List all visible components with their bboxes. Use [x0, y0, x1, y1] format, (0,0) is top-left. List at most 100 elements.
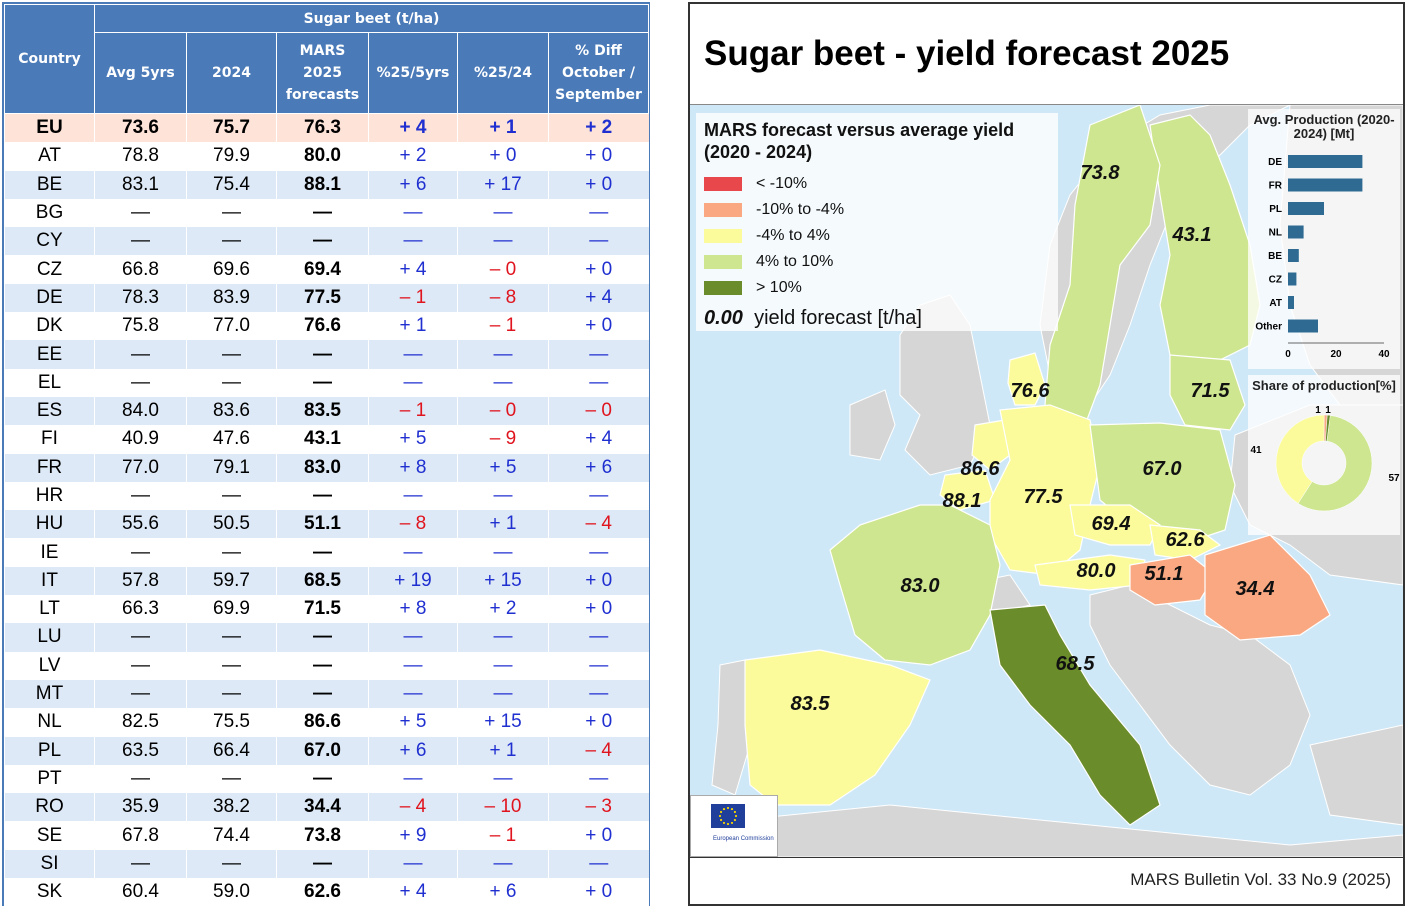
cell-p24: —	[457, 340, 549, 369]
cell-avg: 83.1	[94, 170, 187, 199]
cell-avg: 67.8	[94, 821, 187, 850]
cell-avg: 82.5	[94, 708, 187, 737]
production-category-label: NL	[1269, 228, 1282, 239]
eu-star-icon	[733, 810, 737, 814]
country-nl	[971, 419, 1011, 471]
cell-p24: – 8	[457, 283, 549, 313]
cell-c: SK	[4, 878, 95, 907]
country-fr	[829, 504, 1001, 666]
table-row: EU 73.6 75.7 76.3 + 4 + 1 + 2	[4, 113, 649, 143]
label-lt: 71.5	[1191, 380, 1231, 402]
eu-star-icon	[730, 807, 734, 811]
cell-c: PL	[4, 736, 95, 765]
cell-avg: 63.5	[94, 736, 187, 765]
cell-p5: —	[368, 849, 458, 879]
cell-avg: 66.3	[94, 595, 187, 624]
country-hu	[1129, 554, 1216, 606]
cell-c: EU	[4, 113, 95, 143]
label-de: 77.5	[1024, 486, 1064, 508]
cell-y24: 79.1	[186, 453, 277, 482]
cell-fc: 51.1	[276, 510, 369, 539]
cell-fc: —	[276, 651, 369, 680]
cell-pd: —	[547, 651, 649, 680]
cell-avg: —	[94, 538, 187, 567]
country-it	[989, 604, 1161, 826]
cell-y24: —	[186, 340, 277, 369]
header-pct-5yrs: %25/5yrs	[368, 32, 458, 114]
production-category-label: BE	[1268, 251, 1282, 262]
cell-c: IT	[4, 566, 95, 596]
cell-pd: + 0	[547, 312, 649, 341]
cell-fc: —	[276, 481, 369, 511]
cell-y24: 77.0	[186, 312, 277, 341]
legend-swatch	[704, 281, 742, 295]
cell-fc: —	[276, 679, 369, 709]
cell-p24: —	[457, 679, 549, 709]
header-forecast: MARS 2025 forecasts	[276, 32, 369, 114]
production-bar	[1288, 249, 1299, 262]
land-north-africa	[690, 804, 1403, 857]
cell-avg: —	[94, 764, 187, 794]
legend-label: > 10%	[756, 279, 802, 296]
cell-c: BE	[4, 170, 95, 199]
cell-avg: —	[94, 651, 187, 680]
table-row: AT 78.8 79.9 80.0 + 2 + 0 + 0	[4, 142, 649, 171]
cell-y24: —	[186, 227, 277, 256]
cell-c: LV	[4, 651, 95, 680]
land-portugal	[711, 659, 751, 796]
table-row: PL 63.5 66.4 67.0 + 6 + 1– 4	[4, 736, 649, 765]
european-commission-logo: European Commission	[690, 795, 778, 857]
cell-c: DE	[4, 283, 95, 313]
cell-fc: 69.4	[276, 255, 369, 284]
cell-avg: 73.6	[94, 113, 187, 143]
cell-y24: —	[186, 198, 277, 228]
cell-fc: 76.3	[276, 113, 369, 143]
cell-p5: + 5	[368, 708, 458, 737]
table-row: IE — — — — — —	[4, 538, 649, 567]
table-row: DK 75.8 77.0 76.6 + 1– 1 + 0	[4, 312, 649, 341]
map-title: Sugar beet - yield forecast 2025	[704, 34, 1230, 73]
table-row: EL — — — — — —	[4, 368, 649, 397]
cell-fc: —	[276, 340, 369, 369]
cell-p5: —	[368, 651, 458, 680]
yield-note-text: yield forecast [t/ha]	[754, 307, 922, 329]
table-row: IT 57.8 59.7 68.5 + 19 + 15 + 0	[4, 566, 649, 596]
cell-p5: —	[368, 538, 458, 567]
cell-pd: —	[547, 538, 649, 567]
eu-star-icon	[730, 821, 734, 825]
country-baltics	[1169, 354, 1246, 431]
cell-avg: 57.8	[94, 566, 187, 596]
country-es	[744, 649, 931, 806]
table-row: FR 77.0 79.1 83.0 + 8 + 5 + 6	[4, 453, 649, 482]
yield-note: 0.00 yield forecast [t/ha]	[704, 307, 922, 330]
cell-fc: 77.5	[276, 283, 369, 313]
table-row: FI 40.9 47.6 43.1 + 5– 9 + 4	[4, 425, 649, 454]
cell-c: AT	[4, 142, 95, 171]
label-it: 68.5	[1056, 653, 1096, 675]
cell-p24: + 1	[457, 736, 549, 765]
cell-pd: + 0	[547, 170, 649, 199]
land-balkans	[1089, 584, 1311, 796]
label-fr: 83.0	[901, 575, 940, 597]
cell-p5: —	[368, 764, 458, 794]
cell-pd: —	[547, 340, 649, 369]
cell-p5: – 4	[368, 793, 458, 822]
cell-p24: —	[457, 764, 549, 794]
yield-table: Country Sugar beet (t/ha) Avg 5yrs 2024 …	[4, 4, 650, 907]
cell-fc: —	[276, 849, 369, 879]
map-legend: MARS forecast versus average yield (2020…	[696, 113, 1058, 331]
legend-swatch	[704, 203, 742, 217]
cell-pd: + 4	[547, 283, 649, 313]
table-row: NL 82.5 75.5 86.6 + 5 + 15 + 0	[4, 708, 649, 737]
production-category-label: PL	[1269, 204, 1282, 215]
cell-fc: —	[276, 623, 369, 652]
production-bar	[1288, 155, 1363, 168]
cell-c: LT	[4, 595, 95, 624]
cell-p24: + 15	[457, 708, 549, 737]
cell-fc: —	[276, 368, 369, 397]
cell-y24: 38.2	[186, 793, 277, 822]
legend-label: -10% to -4%	[756, 201, 845, 218]
land-ireland	[849, 389, 896, 461]
cell-avg: 66.8	[94, 255, 187, 284]
cell-p5: + 4	[368, 113, 458, 143]
